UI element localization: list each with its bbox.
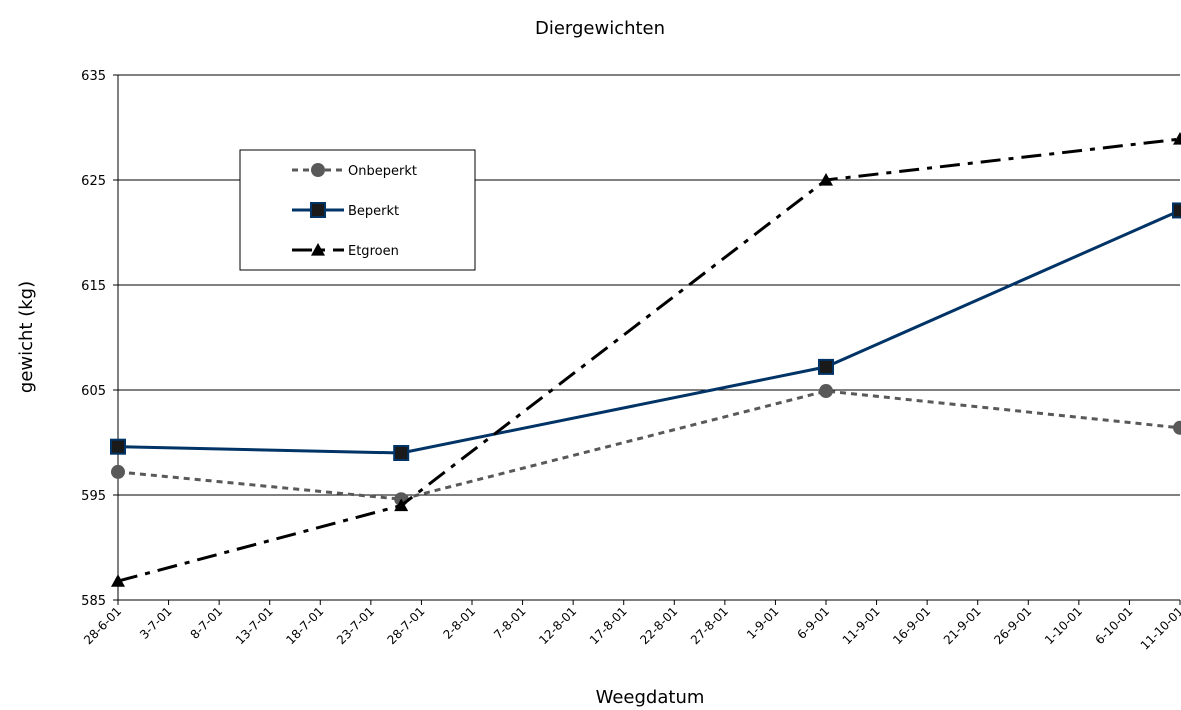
x-tick-label: 28-6-01 bbox=[81, 604, 124, 647]
y-tick-label: 595 bbox=[81, 489, 106, 504]
x-tick-label: 6-9-01 bbox=[795, 604, 833, 642]
x-tick-label: 23-7-01 bbox=[334, 604, 377, 647]
x-tick-label: 8-7-01 bbox=[188, 604, 226, 642]
point bbox=[819, 173, 833, 186]
x-tick-label: 28-7-01 bbox=[385, 604, 428, 647]
point bbox=[111, 464, 125, 479]
point bbox=[1173, 420, 1181, 435]
legend-label: Beperkt bbox=[348, 204, 399, 219]
x-tick-label: 18-7-01 bbox=[283, 604, 326, 647]
point bbox=[818, 358, 834, 375]
y-tick-label: 605 bbox=[81, 384, 106, 399]
y-tick-label: 615 bbox=[81, 279, 106, 294]
x-tick-label: 11-10-01 bbox=[1138, 604, 1181, 652]
legend-marker bbox=[311, 243, 325, 256]
y-tick-label: 635 bbox=[81, 69, 106, 84]
x-tick-label: 6-10-01 bbox=[1093, 604, 1136, 647]
x-tick-label: 3-7-01 bbox=[137, 604, 175, 642]
point bbox=[393, 445, 410, 461]
x-tick-label: 11-9-01 bbox=[840, 604, 883, 647]
legend-label: Etgroen bbox=[348, 244, 399, 259]
x-tick-label: 22-8-01 bbox=[637, 604, 680, 647]
x-tick-label: 1-9-01 bbox=[744, 604, 782, 642]
legend-marker bbox=[310, 202, 326, 218]
x-tick-label: 27-8-01 bbox=[688, 604, 731, 647]
x-tick-label: 16-9-01 bbox=[890, 604, 933, 647]
chart-title: Diergewichten bbox=[535, 18, 665, 39]
point bbox=[110, 438, 126, 455]
x-tick-label: 21-9-01 bbox=[941, 604, 984, 647]
y-tick-label: 585 bbox=[81, 594, 106, 609]
point bbox=[1172, 202, 1181, 219]
x-axis-title: Weegdatum bbox=[596, 687, 705, 708]
x-tick-label: 12-8-01 bbox=[536, 604, 579, 647]
line bbox=[117, 389, 1181, 501]
x-tick-label: 13-7-01 bbox=[233, 604, 276, 647]
x-tick-label: 17-8-01 bbox=[587, 604, 630, 647]
point bbox=[394, 498, 409, 512]
legend-box bbox=[239, 149, 476, 271]
x-tick-label: 26-9-01 bbox=[991, 604, 1034, 647]
y-axis-title: gewicht (kg) bbox=[16, 281, 37, 393]
x-tick-label: 7-8-01 bbox=[491, 604, 529, 642]
legend-label: Onbeperkt bbox=[348, 164, 417, 179]
y-tick-label: 625 bbox=[81, 174, 106, 189]
legend: Onbeperkt Beperkt Etgroen bbox=[239, 149, 476, 271]
point bbox=[819, 384, 833, 399]
x-tick-label: 1-10-01 bbox=[1042, 604, 1085, 647]
point bbox=[111, 574, 125, 587]
line bbox=[117, 209, 1181, 455]
point bbox=[1173, 132, 1181, 145]
legend-marker bbox=[311, 163, 325, 177]
x-tick-label: 2-8-01 bbox=[441, 604, 479, 642]
